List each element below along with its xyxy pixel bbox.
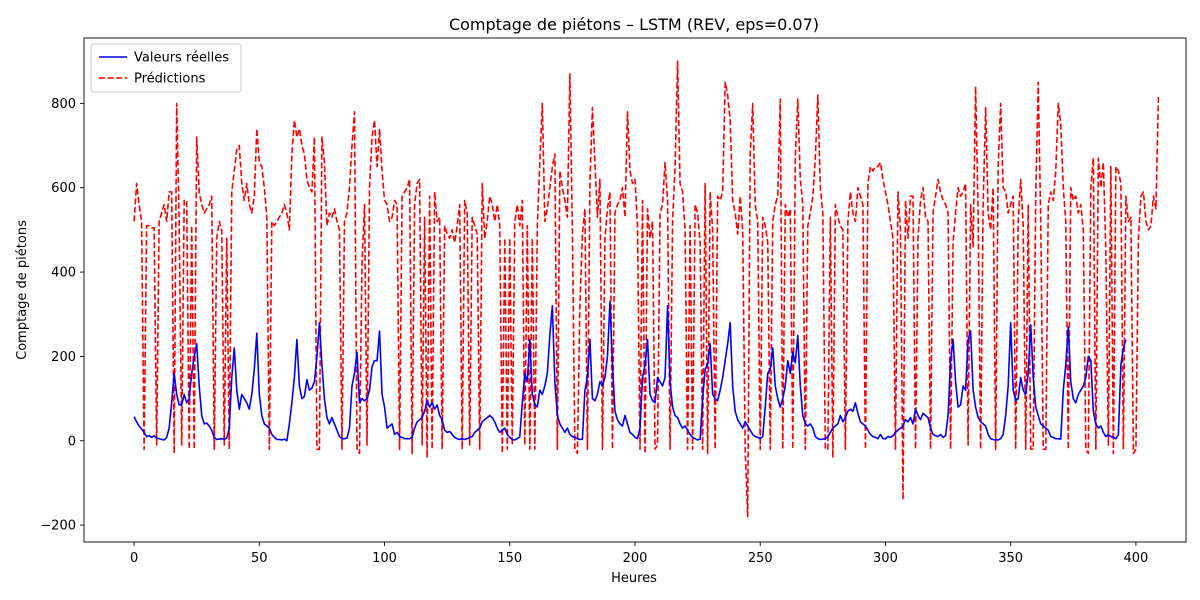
series-line-predicted bbox=[133, 60, 1160, 518]
legend: Valeurs réelles Prédictions bbox=[90, 43, 242, 93]
x-tick-label: 0 bbox=[130, 551, 138, 566]
x-tick-label: 400 bbox=[1123, 551, 1148, 566]
axes: 0 50 100 150 200 250 300 350 400 −200 0 200 400 600 80… bbox=[40, 37, 1187, 566]
x-tick-label: 150 bbox=[497, 551, 522, 566]
x-tick-label: 300 bbox=[873, 551, 898, 566]
y-tick-label: 600 bbox=[51, 181, 76, 196]
y-tick-label: −200 bbox=[40, 519, 76, 534]
plot-area bbox=[133, 60, 1160, 518]
chart-title: Comptage de piétons – LSTM (REV, eps=0.0… bbox=[449, 15, 819, 34]
x-tick-label: 350 bbox=[998, 551, 1023, 566]
legend-label-actual: Valeurs réelles bbox=[134, 51, 229, 66]
y-tick-label: 800 bbox=[51, 97, 76, 112]
y-axis-title: Comptage de piétons bbox=[15, 220, 30, 360]
legend-label-predicted: Prédictions bbox=[134, 72, 206, 87]
legend-box bbox=[90, 43, 242, 93]
x-axis-title: Heures bbox=[611, 571, 657, 586]
x-tick-label: 250 bbox=[748, 551, 773, 566]
y-tick-label: 200 bbox=[51, 350, 76, 365]
y-tick-label: 400 bbox=[51, 266, 76, 281]
series-line-actual bbox=[133, 300, 1127, 442]
x-tick-label: 200 bbox=[623, 551, 648, 566]
x-tick-label: 100 bbox=[372, 551, 397, 566]
x-tick-label: 50 bbox=[251, 551, 268, 566]
y-tick-label: 0 bbox=[68, 434, 76, 449]
